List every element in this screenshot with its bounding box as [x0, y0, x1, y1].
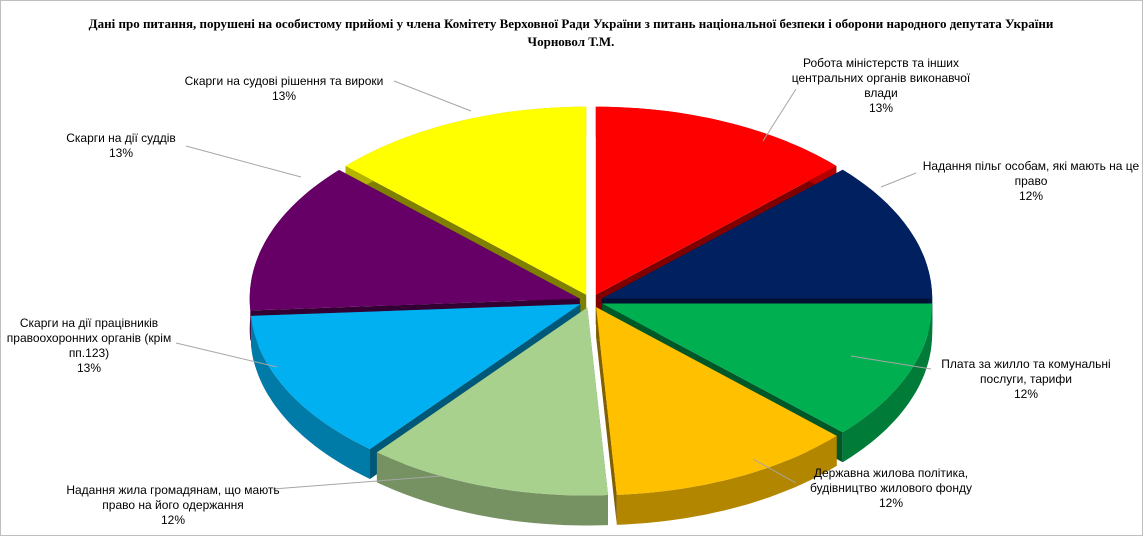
- leader-line: [185, 145, 302, 178]
- value-label: 12%: [1018, 189, 1044, 203]
- slice: [251, 304, 581, 449]
- value-label: 13%: [108, 146, 134, 160]
- value-label: 13%: [271, 89, 297, 103]
- value-label: 13%: [868, 101, 894, 115]
- slice-wall: [376, 452, 608, 526]
- leader-line: [272, 475, 442, 490]
- value-label: 13%: [76, 361, 102, 375]
- slice-label: Плата за жилло та комунальні послуги, та…: [941, 357, 1111, 386]
- chart-title: Дані про питання, порушені на особистому…: [88, 16, 1054, 49]
- value-label: 12%: [1013, 387, 1039, 401]
- slice: [602, 169, 933, 299]
- value-label: 12%: [160, 513, 186, 527]
- slice-label: Скарги на дії суддів: [66, 131, 176, 145]
- slice-wall: [842, 303, 933, 463]
- slice: [376, 307, 608, 496]
- slice-label: Державна жилова політика, будівництво жи…: [810, 466, 972, 495]
- slice: [596, 307, 837, 495]
- slice: [345, 106, 587, 295]
- slice-label: Надання жила громадянам, що мають право …: [66, 483, 280, 512]
- leader-line: [762, 88, 797, 142]
- slice: [595, 106, 837, 295]
- slice-side: [596, 307, 617, 525]
- slice-label: Робота міністерств та інших центральних …: [791, 56, 971, 100]
- slice-label: Надання пільг особам, які мають на це пр…: [922, 159, 1140, 188]
- leader-line: [850, 355, 932, 370]
- leader-line: [175, 342, 278, 368]
- slice-wall: [616, 435, 837, 525]
- slice-wall: [251, 315, 370, 479]
- slice-label: Скарги на судові рішення та вироки: [184, 74, 384, 88]
- leader-line: [880, 172, 917, 188]
- slice: [602, 303, 933, 433]
- slice: [249, 170, 580, 311]
- leader-line: [752, 458, 797, 484]
- value-label: 12%: [878, 496, 904, 510]
- slice-label: Скарги на дії працівників правоохоронних…: [6, 316, 172, 360]
- leader-line: [393, 80, 472, 112]
